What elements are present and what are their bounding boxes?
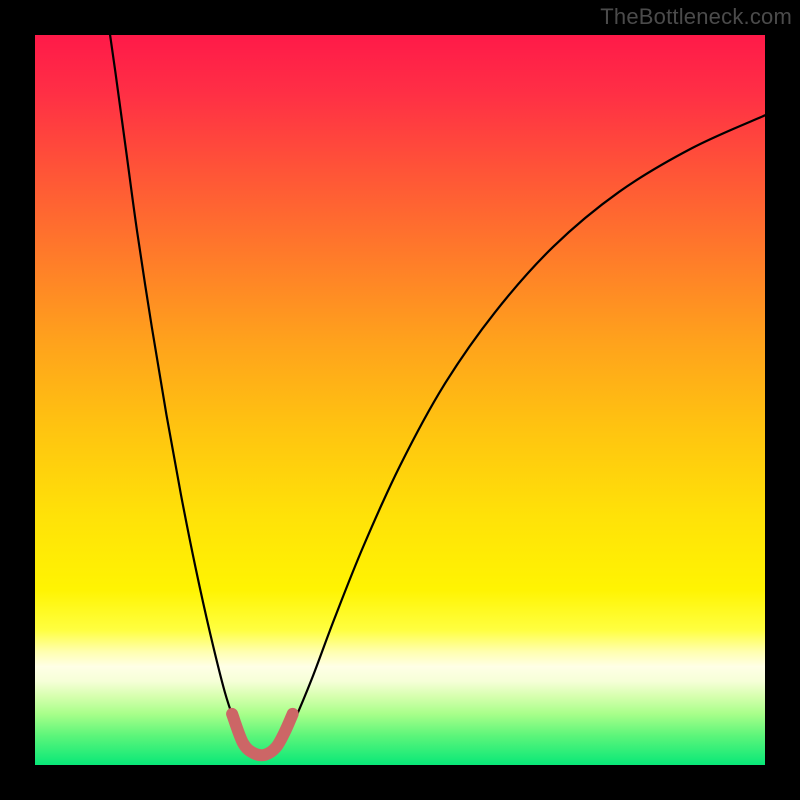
- watermark-text: TheBottleneck.com: [600, 4, 792, 30]
- plot-background: [35, 35, 765, 765]
- bottleneck-chart: [0, 0, 800, 800]
